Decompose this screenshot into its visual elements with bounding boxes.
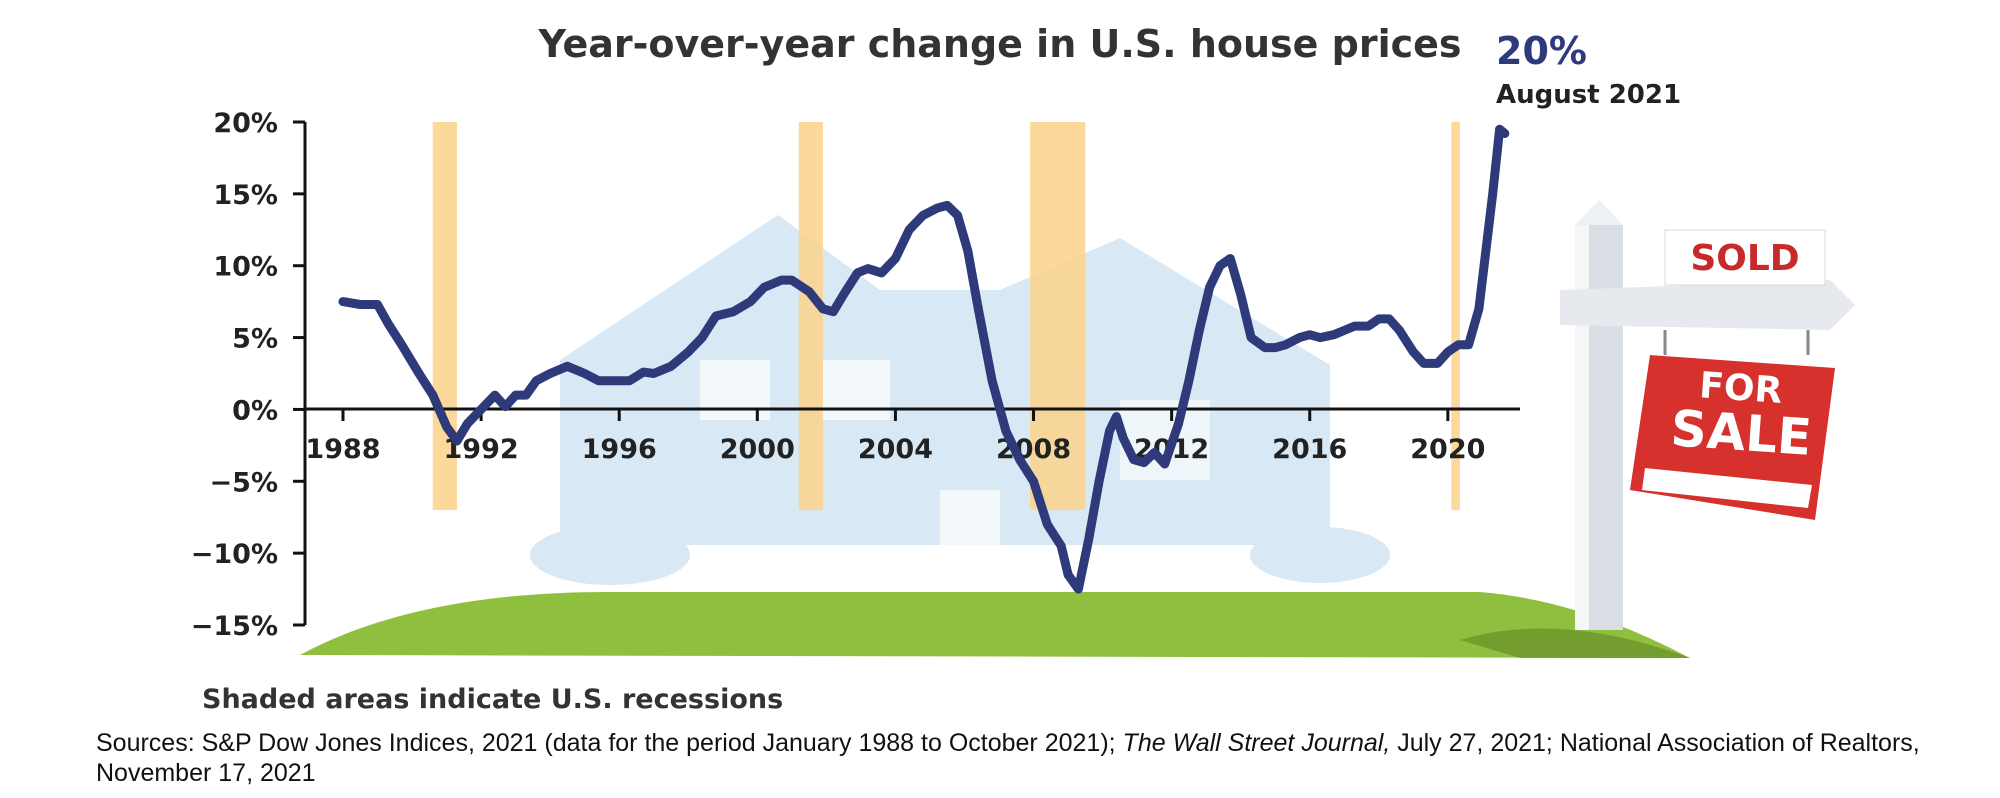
y-tick-label: −5% (210, 467, 278, 498)
chart-title: Year-over-year change in U.S. house pric… (537, 22, 1461, 66)
y-tick-label: 10% (213, 252, 278, 283)
recession-bands (432, 122, 1460, 511)
y-tick-label: 5% (232, 324, 278, 355)
recession-band-2 (1030, 122, 1086, 511)
y-tick-label: 20% (213, 108, 278, 139)
series-line (338, 124, 1510, 594)
x-ticks: 1988 1992 1996 2000 2004 2008 2012 2016 2020 (305, 409, 1485, 465)
grass-hill (300, 591, 1690, 658)
x-tick-label: 2016 (1272, 434, 1347, 465)
source-citation: Sources: S&P Dow Jones Indices, 2021 (da… (96, 728, 1976, 788)
x-tick-label: 1988 (305, 434, 380, 465)
y-tick-label: 0% (232, 395, 278, 426)
recession-band-3 (1451, 122, 1460, 511)
recession-band-0 (432, 122, 457, 511)
x-tick-label: 2020 (1410, 434, 1485, 465)
annotation-label: August 2021 (1496, 80, 1681, 110)
source-prefix: Sources: S&P Dow Jones Indices, 2021 (da… (96, 729, 1123, 757)
y-tick-label: −15% (191, 611, 278, 642)
x-tick-label: 2004 (858, 434, 933, 465)
y-ticks: 20% 15% 10% 5% 0% −5% −10% −15% (191, 108, 305, 642)
for-sale-sign-illustration: SOLD FOR SALE (1560, 200, 1855, 630)
annotation-value: 20% (1496, 29, 1587, 73)
recession-band-1 (798, 122, 823, 511)
grass-shadow (1460, 628, 1690, 658)
source-suffix: July 27, 2021; National Association of R… (96, 729, 1920, 787)
sale-sign-text: SALE (1669, 399, 1813, 467)
sold-sign-text: SOLD (1690, 238, 1799, 279)
recession-note: Shaded areas indicate U.S. recessions (202, 684, 783, 715)
source-journal: The Wall Street Journal, (1122, 729, 1391, 757)
y-tick-label: −10% (191, 539, 278, 570)
x-tick-label: 2000 (720, 434, 795, 465)
x-tick-label: 1996 (582, 434, 657, 465)
house-illustration (530, 215, 1390, 585)
for-sign-text: FOR (1698, 365, 1784, 412)
y-tick-label: 15% (213, 180, 278, 211)
